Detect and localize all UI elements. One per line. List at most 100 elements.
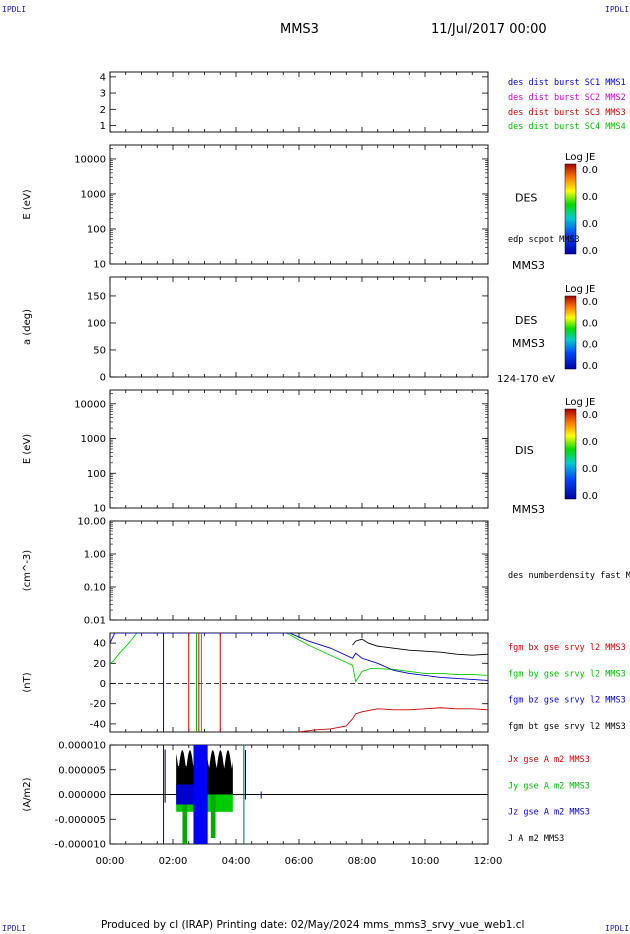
- x-tick-label: 00:00: [96, 856, 125, 867]
- y-tick-label: 0.000005: [58, 765, 106, 776]
- x-tick-label: 10:00: [411, 856, 440, 867]
- panel-frame-availability: [109, 71, 489, 133]
- current-series-group: [110, 745, 488, 844]
- y-tick-label: 0.000010: [58, 741, 106, 752]
- corner-label-bottom-left: IPDLI: [2, 924, 27, 933]
- x-ticks-fgm: [109, 633, 489, 732]
- fgm-series-group: [110, 633, 488, 732]
- jy-spike: [182, 794, 188, 844]
- colorbar-tick-label: 0.0: [582, 192, 598, 203]
- energy-range-label: 124-170 eV: [497, 374, 555, 385]
- x-tick-label: 04:00: [222, 856, 251, 867]
- y-tick-label: 100: [87, 224, 106, 235]
- series-line: [352, 638, 488, 656]
- colorbar-tick-label: 0.0: [582, 410, 598, 421]
- y-tick-label: 40: [93, 639, 106, 650]
- legend-entry: fgm bt gse srvy l2 MMS3: [508, 722, 626, 732]
- series-line: [110, 633, 488, 683]
- legend-entry: des dist burst SC1 MMS1: [508, 78, 626, 88]
- instrument-label: DIS: [515, 444, 534, 457]
- colorbar-tick-label: 0.0: [582, 464, 598, 475]
- y-tick-label: 0: [100, 679, 106, 690]
- panel-dis-energy: [109, 389, 577, 509]
- spacecraft-label: MMS3: [512, 259, 545, 272]
- spacecraft-label: MMS3: [512, 337, 545, 350]
- y-tick-label: 1: [100, 121, 106, 132]
- legend-entry: fgm bx gse srvy l2 MMS3: [508, 643, 626, 653]
- y-axis-label: (nT): [22, 672, 33, 692]
- corner-label-top-left: IPDLI: [2, 5, 27, 14]
- y-tick-label: 20: [93, 659, 106, 670]
- colorbar-tick-label: 0.0: [582, 246, 598, 257]
- spacecraft-label: MMS3: [512, 503, 545, 516]
- x-tick-label: 12:00: [474, 856, 503, 867]
- colorbar-tick-label: 0.0: [582, 361, 598, 372]
- panel-frame-fgm: [109, 632, 489, 733]
- y-tick-label: 10: [93, 260, 106, 271]
- panel-frame-des-pitch: [109, 276, 489, 378]
- y-tick-label: -20: [90, 699, 106, 710]
- x-tick-label: 06:00: [285, 856, 314, 867]
- jy-spike: [210, 794, 216, 838]
- colorbar-tick-label: 0.0: [582, 318, 598, 329]
- corner-label-top-right: IPDLI: [605, 5, 630, 14]
- jz-burst-left: [176, 784, 194, 805]
- colorbar-title: Log JE: [565, 397, 595, 408]
- x-ticks-density: [109, 521, 489, 620]
- legend-entry: Jy gse A m2 MMS3: [508, 781, 590, 791]
- panel-des-energy: [109, 144, 577, 265]
- y-tick-label: 1000: [81, 189, 106, 200]
- panel-frame-dis-energy: [109, 389, 489, 509]
- colorbar-tick-label: 0.0: [582, 340, 598, 351]
- panel-frame-des-energy: [109, 144, 489, 265]
- colorbar-title: Log JE: [565, 152, 595, 163]
- y-tick-label: 1000: [81, 434, 106, 445]
- x-ticks-availability: [109, 72, 489, 132]
- colorbar-tick-label: 0.0: [582, 297, 598, 308]
- colorbar-tick-label: 0.0: [582, 219, 598, 230]
- legend-entry: J A m2 MMS3: [508, 834, 564, 844]
- jz-burst: [193, 745, 208, 844]
- y-tick-label: 3: [100, 89, 106, 100]
- y-tick-label: 10.00: [77, 517, 106, 528]
- y-tick-label: 50: [93, 345, 106, 356]
- y-tick-label: 100: [87, 318, 106, 329]
- legend-entry: des dist burst SC4 MMS4: [508, 122, 626, 132]
- y-axis-label: E (eV): [22, 189, 33, 219]
- panel-fgm: [109, 632, 489, 733]
- series-line: [298, 707, 488, 732]
- panel-des-pitch: [109, 276, 577, 378]
- y-tick-label: 10000: [74, 399, 106, 410]
- colorbar-tick-label: 0.0: [582, 491, 598, 502]
- y-tick-label: 0.10: [84, 583, 106, 594]
- y-tick-label: 1.00: [84, 550, 106, 561]
- y-tick-label: 2: [100, 105, 106, 116]
- legend-entry: fgm by gse srvy l2 MMS3: [508, 669, 626, 679]
- y-tick-label: 0.000000: [58, 790, 106, 801]
- y-axis-label: a (deg): [22, 309, 33, 345]
- colorbar-title: Log JE: [565, 284, 595, 295]
- corner-label-bottom-right: IPDLI: [605, 924, 630, 933]
- x-tick-label: 02:00: [159, 856, 188, 867]
- panel-density: [109, 520, 489, 621]
- colorbar: [564, 163, 577, 255]
- y-axis-label: (A/m2): [22, 777, 33, 811]
- panel-extra-label: edp scpot MMS3: [508, 235, 580, 245]
- colorbar: [564, 408, 577, 500]
- instrument-label: DES: [515, 314, 537, 327]
- y-tick-label: 10: [93, 504, 106, 515]
- x-ticks-des-pitch: [109, 277, 489, 377]
- series-line: [110, 633, 488, 681]
- panel-availability: [109, 71, 489, 133]
- legend-entry: fgm bz gse srvy l2 MMS3: [508, 696, 626, 706]
- y-tick-label: 150: [87, 291, 106, 302]
- y-tick-label: -0.000010: [55, 840, 106, 851]
- x-ticks-dis-energy: [109, 390, 489, 508]
- legend-entry: des numberdensity fast M: [508, 571, 630, 581]
- spacecraft-title: MMS3: [280, 22, 319, 37]
- legend-entry: Jx gse A m2 MMS3: [508, 755, 590, 765]
- date-title: 11/Jul/2017 00:00: [431, 22, 547, 37]
- colorbar-tick-label: 0.0: [582, 165, 598, 176]
- x-ticks-des-energy: [109, 145, 489, 264]
